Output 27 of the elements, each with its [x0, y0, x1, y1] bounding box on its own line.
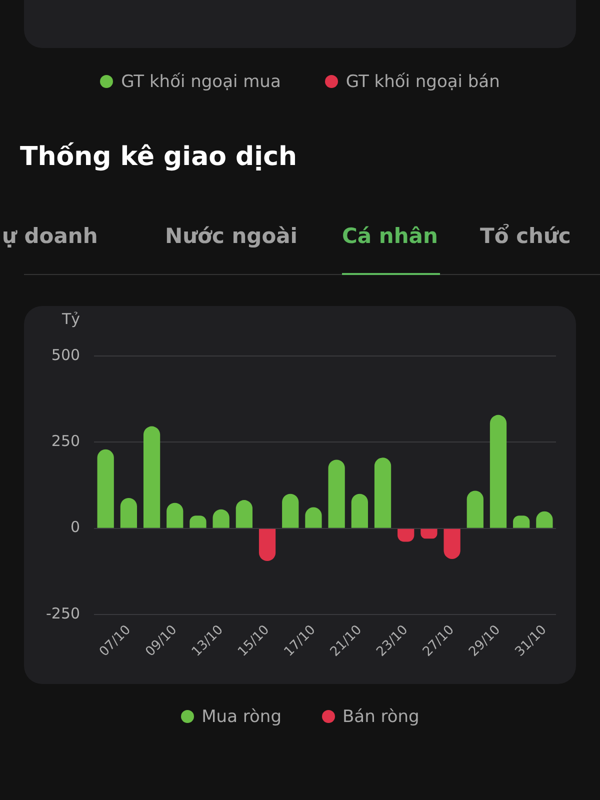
text: Nước ngoài	[165, 224, 298, 248]
bar	[444, 528, 460, 559]
y-tick-label: -250	[46, 604, 80, 622]
text: Cá nhân	[342, 224, 438, 248]
bar	[120, 498, 138, 528]
bar	[328, 460, 345, 528]
text: GT khối ngoại bán	[344, 72, 500, 92]
bar	[466, 490, 484, 528]
text: ự doanh	[2, 224, 98, 248]
bar	[236, 500, 252, 528]
bar	[420, 528, 438, 539]
bar	[490, 414, 507, 528]
y-tick-label: 0	[70, 518, 80, 536]
text: Mua ròng	[200, 707, 282, 727]
y-axis-title: Tỷ	[60, 310, 80, 328]
y-tick-label: 500	[51, 346, 80, 364]
text: GT khối ngoại mua	[120, 72, 281, 92]
bar	[351, 494, 368, 528]
bar	[143, 426, 160, 528]
bar	[374, 458, 392, 528]
bar	[282, 494, 299, 528]
chart-title: Thống kê giao dịch	[20, 142, 297, 172]
text: Bán ròng	[342, 707, 420, 727]
bar	[258, 528, 276, 562]
y-tick-label: 250	[51, 432, 80, 450]
text: Tổ chức	[480, 224, 571, 248]
bar	[97, 449, 114, 528]
